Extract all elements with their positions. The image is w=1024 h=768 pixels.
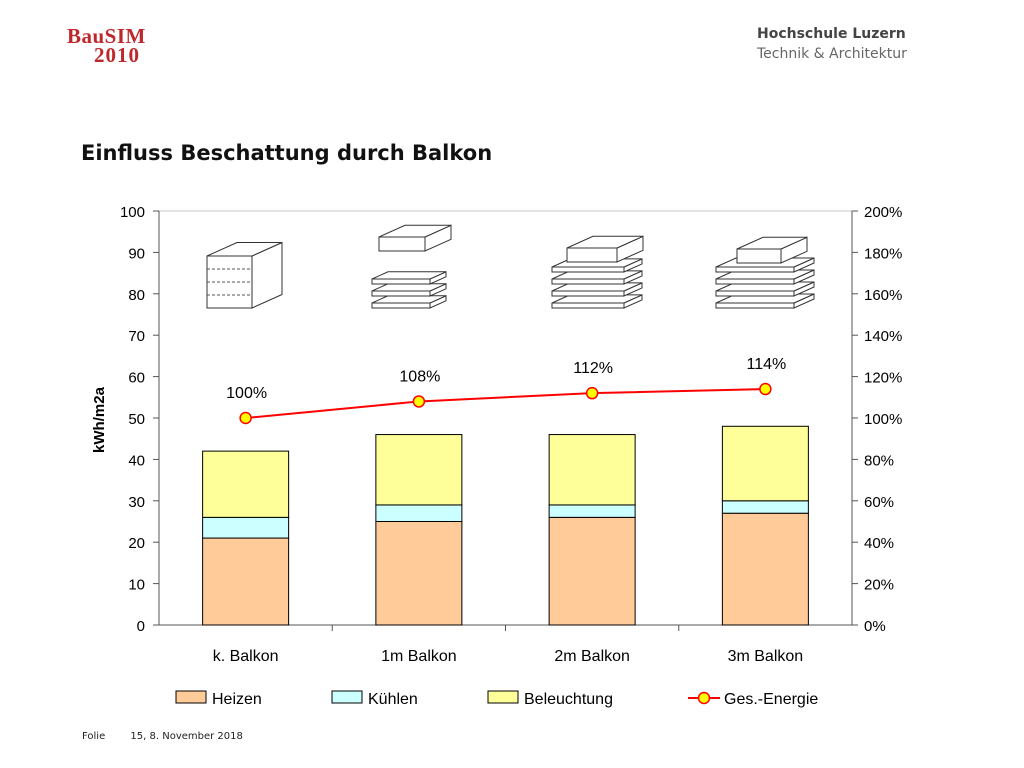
bar-kuehlen [202, 516, 290, 539]
bar-heizen [721, 512, 809, 626]
balcony-slab-icon [551, 282, 643, 297]
y2-tick-label: 200% [864, 204, 902, 221]
legend-beleuchtung-swatch [487, 690, 519, 704]
energie-data-label: 112% [573, 360, 613, 377]
footer-label: Folie [82, 731, 106, 742]
bar-beleuchtung [375, 434, 463, 506]
energie-point [759, 382, 772, 396]
institution-name: Hochschule Luzern [757, 26, 906, 42]
legend-energie-marker [697, 691, 711, 705]
bar-heizen [375, 521, 463, 626]
y-tick-label: 10 [128, 577, 145, 594]
bar-heizen [548, 516, 636, 626]
energie-data-label: 108% [399, 368, 440, 385]
y-tick-label: 50 [128, 411, 145, 428]
slide-footer: Folie 15, 8. November 2018 [82, 731, 265, 742]
institution-logo: Hochschule Luzern Technik & Architektur [757, 24, 907, 64]
legend-heizen-swatch [175, 690, 207, 704]
balcony-slab-icon [551, 294, 643, 309]
legend-kuehlen-label: Kühlen [368, 691, 418, 708]
legend-kuehlen-swatch [331, 690, 363, 704]
building-core-icon [566, 235, 644, 263]
bar-beleuchtung [548, 434, 636, 506]
balcony-slab-icon [371, 271, 447, 285]
legend-heizen-label: Heizen [212, 691, 262, 708]
y2-tick-label: 20% [864, 577, 894, 594]
building-cube-icon [206, 241, 283, 309]
logo-line-2: 2010 [94, 43, 140, 67]
balcony-slab-icon [371, 295, 447, 309]
bar-heizen [202, 537, 290, 626]
y-tick-label: 40 [128, 452, 145, 469]
y-tick-label: 30 [128, 494, 145, 511]
bar-beleuchtung [202, 450, 290, 518]
energie-data-label: 100% [226, 385, 267, 402]
y-tick-label: 80 [128, 287, 145, 304]
legend-beleuchtung-label: Beleuchtung [524, 691, 613, 708]
bausim-logo: BauSIM 2010 [67, 26, 146, 66]
bar-kuehlen [721, 500, 809, 514]
y2-tick-label: 100% [864, 411, 902, 428]
bar-kuehlen [375, 504, 463, 523]
y-tick-label: 60 [128, 370, 145, 387]
x-tick-label: 3m Balkon [728, 648, 804, 665]
x-tick-label: k. Balkon [213, 648, 279, 665]
y-tick-label: 90 [128, 245, 145, 262]
y2-tick-label: 40% [864, 535, 894, 552]
x-tick-label: 2m Balkon [554, 648, 630, 665]
balcony-slab-icon [551, 270, 643, 285]
energie-data-label: 114% [747, 356, 787, 373]
y2-tick-label: 120% [864, 370, 902, 387]
balcony-slab-icon [371, 283, 447, 297]
building-core-icon [736, 236, 808, 264]
energie-point [585, 386, 599, 400]
energie-point [239, 411, 252, 425]
y2-tick-label: 80% [864, 452, 894, 469]
y-tick-label: 100 [120, 204, 145, 221]
y-tick-label: 20 [128, 535, 145, 552]
legend-energie-label: Ges.-Energie [724, 691, 818, 708]
y2-tick-label: 160% [864, 287, 902, 304]
footer-page-date: 15, 8. November 2018 [130, 731, 243, 742]
building-core-icon [378, 224, 452, 252]
y2-tick-label: 180% [864, 245, 902, 262]
bar-beleuchtung [721, 425, 809, 502]
y2-tick-label: 140% [864, 328, 902, 345]
y2-tick-label: 0% [864, 618, 886, 635]
x-tick-label: 1m Balkon [381, 648, 457, 665]
y-tick-label: 0 [137, 618, 145, 635]
logo-line-1: BauSIM [67, 24, 146, 48]
energie-line [245, 388, 766, 419]
institution-department: Technik & Architektur [757, 46, 907, 62]
slide-title: Einfluss Beschattung durch Balkon [81, 141, 493, 165]
y-tick-label: 70 [128, 328, 145, 345]
bar-kuehlen [548, 504, 636, 518]
energie-point [412, 395, 426, 408]
y-axis-label: kWh/m2a [91, 386, 108, 453]
y2-tick-label: 60% [864, 494, 894, 511]
